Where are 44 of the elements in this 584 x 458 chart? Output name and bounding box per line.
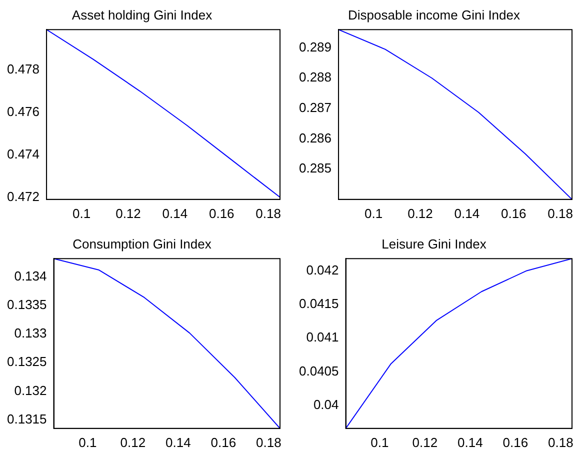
y-tick-label: 0.472	[6, 188, 40, 204]
y-tick-label: 0.1325	[6, 354, 47, 370]
y-tick-label: 0.132	[14, 382, 47, 398]
y-tick-label: 0.0405	[298, 363, 339, 378]
y-tick-label: 0.474	[6, 146, 40, 162]
x-tick-label: 0.16	[208, 206, 234, 221]
chart-title: Leisure Gini Index	[382, 236, 487, 252]
y-tick-label: 0.289	[298, 39, 332, 54]
y-tick-label: 0.288	[298, 70, 332, 85]
chart-title: Consumption Gini Index	[72, 236, 212, 252]
y-tick-label: 0.042	[306, 262, 339, 278]
x-tick-label: 0.1	[370, 434, 389, 450]
x-tick-label: 0.16	[500, 206, 526, 221]
x-tick-label: 0.1	[364, 206, 383, 221]
x-tick-label: 0.18	[548, 206, 573, 221]
x-tick-label: 0.12	[116, 206, 141, 221]
y-tick-label: 0.041	[306, 330, 339, 345]
y-tick-label: 0.0415	[298, 296, 339, 311]
x-tick-label: 0.14	[458, 434, 483, 450]
x-tick-label: 0.18	[256, 206, 281, 221]
y-tick-label: 0.1335	[6, 297, 47, 312]
x-tick-label: 0.16	[210, 434, 236, 450]
chart-title: Disposable income Gini Index	[348, 7, 520, 22]
y-tick-label: 0.476	[6, 104, 40, 119]
x-tick-label: 0.16	[502, 434, 528, 450]
x-tick-label: 0.1	[78, 434, 97, 450]
y-tick-label: 0.04	[313, 397, 339, 412]
x-tick-label: 0.18	[548, 434, 574, 450]
chart-title: Asset holding Gini Index	[72, 7, 213, 22]
x-tick-label: 0.1	[72, 206, 91, 221]
y-tick-label: 0.478	[6, 62, 40, 77]
y-tick-label: 0.133	[14, 326, 47, 341]
y-tick-label: 0.286	[298, 130, 332, 146]
x-tick-label: 0.18	[256, 434, 282, 450]
x-tick-label: 0.14	[166, 434, 191, 450]
x-tick-label: 0.14	[162, 206, 188, 221]
x-tick-label: 0.14	[454, 206, 480, 221]
x-tick-label: 0.12	[408, 206, 433, 221]
y-tick-label: 0.1315	[6, 411, 47, 426]
y-tick-label: 0.134	[14, 268, 47, 284]
y-tick-label: 0.285	[298, 160, 332, 176]
x-tick-label: 0.12	[120, 434, 146, 450]
x-tick-label: 0.12	[412, 434, 438, 450]
y-tick-label: 0.287	[298, 100, 332, 116]
